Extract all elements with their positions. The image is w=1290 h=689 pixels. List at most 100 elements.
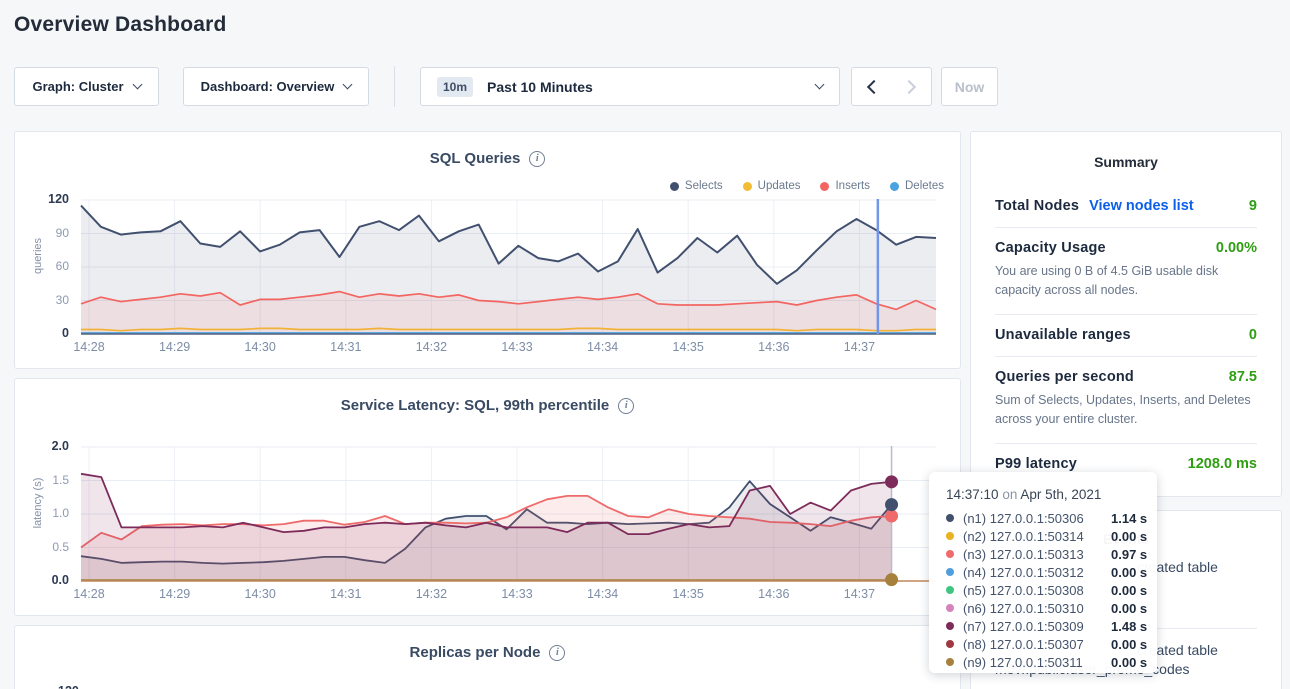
service-latency-panel: Service Latency: SQL, 99th percentile i … (14, 378, 961, 616)
tooltip-rows: (n1) 127.0.0.1:50306 1.14 s (n2) 127.0.0.1… (946, 509, 1157, 671)
time-range-select[interactable]: 10m Past 10 Minutes (420, 67, 840, 106)
legend-label: Inserts (835, 180, 870, 192)
summary-value: 87.5 (1228, 368, 1257, 385)
legend-label: Selects (684, 180, 723, 192)
legend-label: Updates (757, 180, 801, 192)
tooltip-node-value: 0.00 s (1111, 528, 1148, 544)
summary-row: P99 latency 1208.0 ms (995, 444, 1257, 485)
tooltip-date: Apr 5th, 2021 (1020, 487, 1102, 502)
node-color-dot-icon (946, 532, 954, 540)
x-tick-label: 14:29 (158, 587, 191, 601)
tooltip-node-address: (n7) 127.0.0.1:50309 (963, 618, 1084, 634)
x-tick-label: 14:30 (244, 587, 276, 601)
summary-description: You are using 0 B of 4.5 GiB usable disk… (995, 264, 1219, 298)
chevron-left-icon (866, 79, 881, 94)
tooltip-row: (n4) 127.0.0.1:50312 0.00 s (946, 563, 1157, 581)
summary-label: Queries per second (995, 368, 1134, 385)
tooltip-node-value: 1.48 s (1111, 618, 1148, 634)
chevron-right-icon (901, 79, 917, 94)
tooltip-node-address: (n9) 127.0.0.1:50311 (963, 654, 1083, 670)
node-color-dot-icon (946, 550, 954, 558)
graph-select-label: Graph: Cluster (32, 79, 124, 94)
dashboard-select[interactable]: Dashboard: Overview (183, 67, 369, 106)
legend-item[interactable]: Updates (742, 180, 801, 192)
info-icon[interactable]: i (529, 150, 546, 167)
x-tick-label: 14:29 (158, 340, 191, 354)
summary-value: 0 (1248, 326, 1257, 343)
y-tick-label: 30 (55, 292, 69, 307)
y-tick-label: 0 (62, 326, 69, 340)
tooltip-node-address: (n3) 127.0.0.1:50313 (963, 546, 1084, 562)
tooltip-row: (n6) 127.0.0.1:50310 0.00 s (946, 599, 1157, 617)
event-row-action[interactable]: created table (1137, 559, 1218, 575)
x-tick-label: 14:37 (843, 340, 876, 354)
y-tick-label: 120 (48, 192, 69, 206)
chart-title: Service Latency: SQL, 99th percentile (340, 397, 610, 414)
tooltip-row: (n1) 127.0.0.1:50306 1.14 s (946, 509, 1157, 527)
summary-panel: Summary Total Nodes View nodes list 9 Capac… (970, 131, 1282, 497)
summary-label: Total Nodes (995, 198, 1080, 214)
tooltip-node-value: 0.00 s (1111, 654, 1148, 670)
chart-title: Replicas per Node (409, 644, 541, 661)
tooltip-node-address: (n4) 127.0.0.1:50312 (963, 564, 1084, 580)
x-tick-label: 14:36 (758, 340, 790, 354)
dashboard-select-label: Dashboard: Overview (200, 79, 335, 94)
summary-row-header: Capacity Usage 0.00% (995, 240, 1257, 256)
node-color-dot-icon (946, 514, 954, 522)
summary-label: P99 latency (995, 455, 1077, 472)
legend-item[interactable]: Selects (669, 180, 723, 192)
legend-dot-icon (820, 181, 830, 191)
page-title: Overview Dashboard (14, 13, 227, 36)
tooltip-node-address: (n2) 127.0.0.1:50314 (963, 528, 1084, 544)
tooltip-node-address: (n1) 127.0.0.1:50306 (963, 510, 1084, 526)
info-icon[interactable]: i (618, 397, 635, 414)
chart-plot[interactable] (15, 439, 960, 599)
x-tick-label: 14:28 (73, 340, 105, 354)
node-color-dot-icon (946, 622, 954, 630)
prev-range-button[interactable] (851, 67, 892, 106)
chart-title: SQL Queries (429, 150, 521, 167)
y-axis-label: latency (s) (32, 477, 44, 529)
y-tick-label: 60 (55, 259, 69, 273)
x-tick-label: 14:34 (586, 587, 619, 601)
summary-value: 9 (1248, 198, 1257, 214)
legend-item[interactable]: Inserts (820, 180, 870, 192)
event-row-action[interactable]: created table (1137, 642, 1218, 658)
summary-row: Capacity Usage 0.00% You are using 0 B of … (995, 228, 1257, 315)
x-tick-label: 14:35 (672, 340, 704, 354)
summary-row-header: Unavailable ranges 0 (995, 327, 1257, 343)
chart-plot[interactable] (15, 192, 960, 352)
now-button[interactable]: Now (941, 67, 998, 106)
y-axis-max-label: 120 (58, 684, 79, 689)
legend-dot-icon (742, 181, 752, 191)
x-tick-label: 14:31 (330, 340, 362, 354)
tooltip-time: 14:37:10 (946, 487, 999, 502)
summary-value: 0.00% (1215, 240, 1257, 256)
y-tick-label: 0.5 (52, 539, 69, 554)
tooltip-node-address: (n6) 127.0.0.1:50310 (963, 600, 1084, 616)
node-color-dot-icon (946, 568, 954, 576)
view-nodes-link[interactable]: View nodes list (1089, 198, 1194, 214)
tooltip-on: on (1002, 487, 1018, 502)
graph-select[interactable]: Graph: Cluster (14, 67, 159, 106)
tooltip-row: (n3) 127.0.0.1:50313 0.97 s (946, 545, 1157, 563)
x-tick-label: 14:28 (73, 587, 105, 601)
y-tick-label: 1.5 (52, 472, 69, 487)
tooltip-node-address: (n8) 127.0.0.1:50307 (963, 636, 1084, 652)
sql-queries-panel: SQL Queries i Selects Updates Inserts Delet… (14, 131, 961, 369)
y-tick-label: 1.0 (52, 506, 69, 520)
chart-header: Replicas per Node i (15, 644, 960, 661)
node-color-dot-icon (946, 604, 954, 612)
chart-header: SQL Queries i (15, 150, 960, 167)
x-tick-label: 14:32 (415, 340, 448, 354)
legend-item[interactable]: Deletes (890, 180, 944, 192)
next-range-button[interactable] (891, 67, 932, 106)
y-tick-label: 0.0 (51, 573, 69, 587)
chevron-down-icon (132, 79, 142, 90)
tooltip-timestamp: 14:37:10 on Apr 5th, 2021 (946, 487, 1157, 502)
controls-divider (394, 66, 395, 107)
node-color-dot-icon (946, 658, 954, 666)
info-icon[interactable]: i (549, 644, 566, 661)
x-tick-label: 14:36 (758, 587, 790, 601)
latency-tooltip: 14:37:10 on Apr 5th, 2021 (n1) 127.0.0.1… (929, 472, 1157, 673)
